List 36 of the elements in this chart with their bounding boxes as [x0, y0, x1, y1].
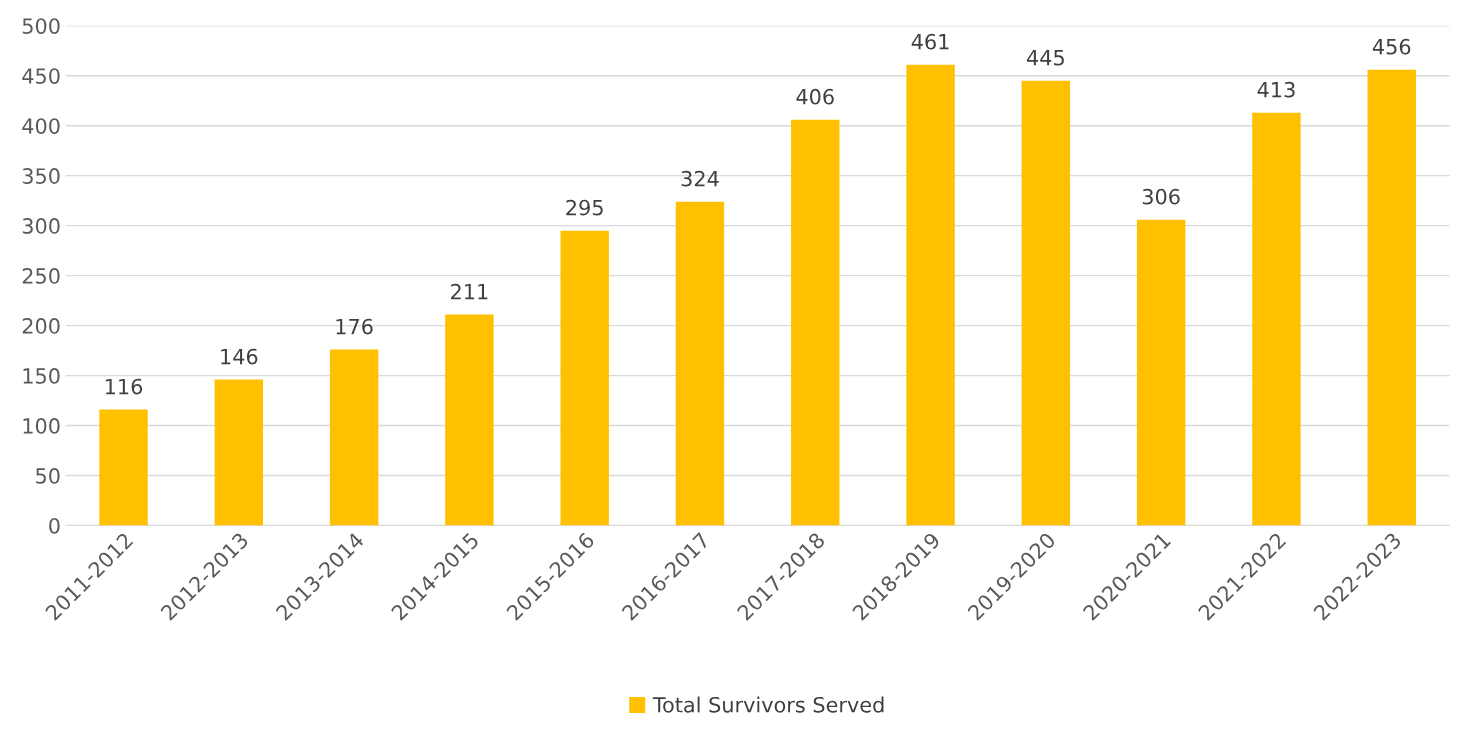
y-tick-label: 200	[22, 318, 60, 334]
data-label: 306	[1142, 188, 1180, 205]
y-tick-label: 450	[22, 68, 60, 84]
data-label: 445	[1026, 50, 1064, 66]
data-label: 295	[566, 199, 603, 216]
bar	[906, 64, 955, 526]
bar	[675, 201, 725, 526]
data-label: 461	[911, 33, 949, 50]
bar	[560, 230, 609, 526]
bar	[329, 349, 379, 526]
bar	[791, 119, 840, 526]
y-tick-label: 100	[23, 418, 60, 434]
data-label: 413	[1257, 81, 1295, 98]
bar	[1252, 112, 1301, 526]
bar	[445, 314, 494, 526]
data-label: 324	[681, 170, 719, 187]
y-tick-label: 350	[22, 168, 60, 184]
data-label: 176	[336, 318, 373, 335]
data-label: 146	[221, 348, 258, 365]
bar	[1136, 219, 1186, 526]
y-tick-label: 150	[23, 368, 60, 384]
y-tick-label: 250	[22, 268, 60, 284]
data-label: 406	[796, 88, 834, 105]
y-tick-label: 500	[22, 18, 60, 34]
y-tick-label: 400	[22, 118, 60, 134]
y-tick-label: 50	[36, 468, 60, 484]
bar	[99, 409, 148, 526]
bar	[1021, 80, 1071, 526]
data-label: 116	[105, 378, 143, 395]
legend-label: Total Survivors Served	[652, 696, 884, 713]
y-tick-label: 300	[22, 218, 60, 234]
data-label: 456	[1372, 38, 1411, 55]
bar	[1367, 69, 1416, 526]
bar	[214, 379, 264, 526]
data-label: 211	[451, 283, 488, 300]
y-tick-label: 0	[49, 517, 60, 534]
